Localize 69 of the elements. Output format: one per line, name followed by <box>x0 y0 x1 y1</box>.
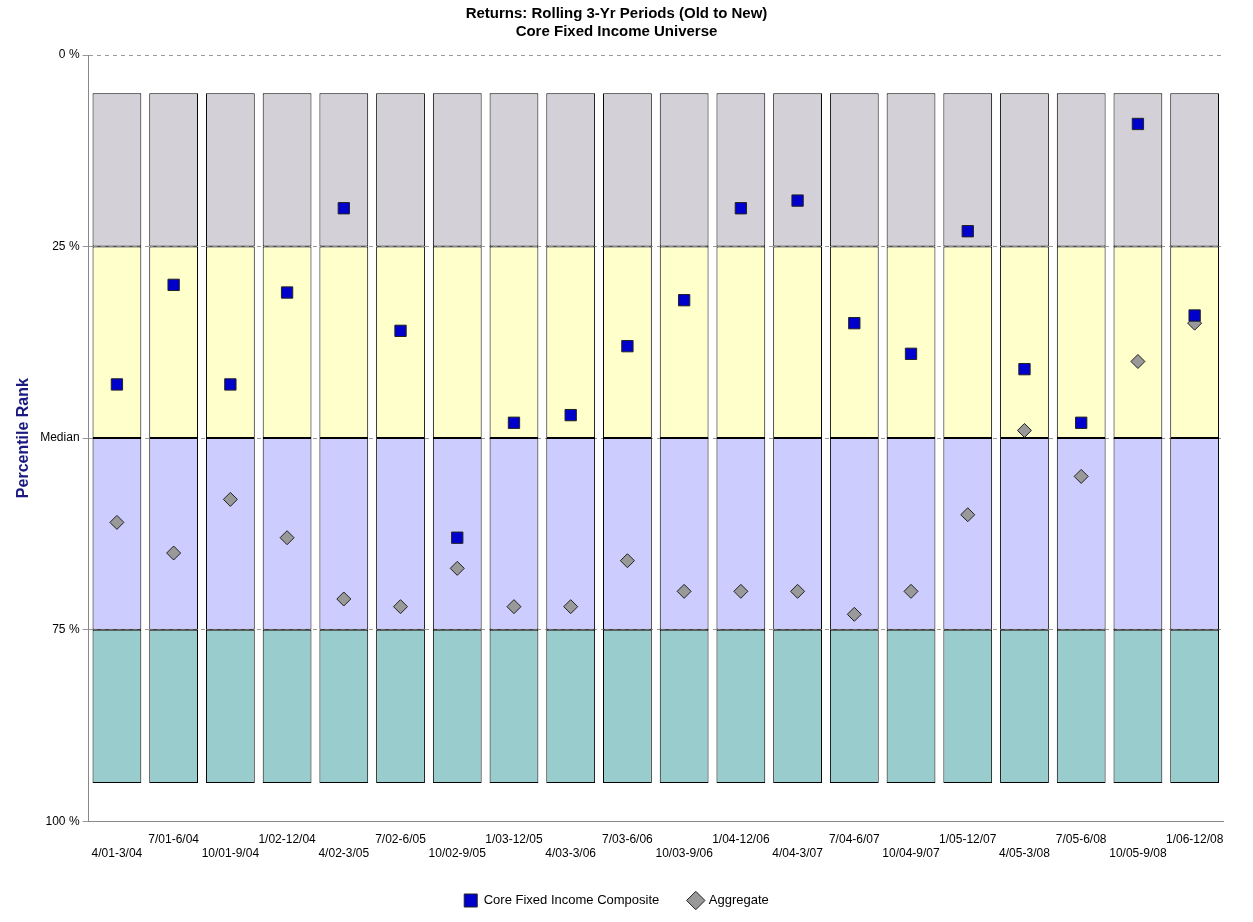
point <box>733 583 749 599</box>
x-tick-label: 10/04-9/07 <box>882 846 941 861</box>
x-tick-label: 7/01-6/04 <box>148 831 200 846</box>
point <box>734 202 748 215</box>
point <box>167 278 180 292</box>
point <box>451 531 464 544</box>
x-tick-label: 4/01-3/04 <box>91 846 143 861</box>
point <box>279 530 295 546</box>
point <box>903 583 919 599</box>
point <box>507 416 521 429</box>
x-tick-label: 4/03-3/06 <box>545 846 597 861</box>
point <box>222 491 238 507</box>
point <box>109 514 125 530</box>
point <box>961 225 974 238</box>
point <box>1130 353 1146 369</box>
point <box>904 347 918 360</box>
x-tick-label: 1/05-12/07 <box>939 831 997 846</box>
y-tick-label: 25 % <box>52 238 80 253</box>
x-tick-label: 7/03-6/06 <box>602 831 654 846</box>
chart-subtitle: Core Fixed Income Universe <box>515 22 718 40</box>
x-tick-label: 10/01-9/04 <box>201 846 260 861</box>
point <box>280 286 294 299</box>
point <box>1188 309 1201 322</box>
point <box>790 583 806 599</box>
point <box>337 202 350 215</box>
point <box>110 378 124 391</box>
point <box>621 340 634 353</box>
x-tick-label: 10/03-9/06 <box>655 846 714 861</box>
point <box>224 378 237 391</box>
point <box>1016 422 1032 438</box>
x-tick-label: 10/05-9/08 <box>1109 846 1167 861</box>
legend-label: Core Fixed Income Composite <box>483 892 660 908</box>
point <box>677 294 691 307</box>
point <box>1018 362 1031 376</box>
point <box>449 560 465 576</box>
x-tick-label: 4/05-3/08 <box>999 846 1051 861</box>
point <box>791 194 804 207</box>
point <box>336 591 352 607</box>
point <box>564 408 577 422</box>
x-tick-label: 1/02-12/04 <box>258 831 317 846</box>
point <box>846 606 862 622</box>
point <box>848 317 861 330</box>
x-tick-label: 7/04-6/07 <box>828 831 880 846</box>
x-tick-label: 7/05-6/08 <box>1055 831 1107 846</box>
y-tick-label: 75 % <box>52 621 80 636</box>
point <box>619 553 635 569</box>
point <box>166 545 182 561</box>
y-tick-label: 0 % <box>58 47 80 62</box>
legend-label: Aggregate <box>708 892 769 908</box>
x-tick-label: 1/04-12/06 <box>712 831 770 846</box>
point <box>393 599 409 615</box>
point <box>1075 416 1088 429</box>
point <box>1073 468 1089 484</box>
point <box>563 599 579 615</box>
x-tick-label: 10/02-9/05 <box>428 846 487 861</box>
x-tick-label: 4/02-3/05 <box>318 846 370 861</box>
y-tick-label: 100 % <box>45 813 80 828</box>
x-tick-label: 7/02-6/05 <box>375 831 427 846</box>
point <box>506 599 522 615</box>
x-tick-label: 4/04-3/07 <box>772 846 824 861</box>
y-axis-title: Percentile Rank <box>14 377 32 499</box>
chart-title: Returns: Rolling 3-Yr Periods (Old to New) <box>465 4 768 22</box>
point <box>1131 117 1145 131</box>
point <box>960 507 976 523</box>
x-tick-label: 1/06-12/08 <box>1165 831 1224 846</box>
point <box>394 324 407 337</box>
point <box>676 583 692 599</box>
y-tick-label: Median <box>40 430 80 445</box>
x-tick-label: 1/03-12/05 <box>485 831 543 846</box>
